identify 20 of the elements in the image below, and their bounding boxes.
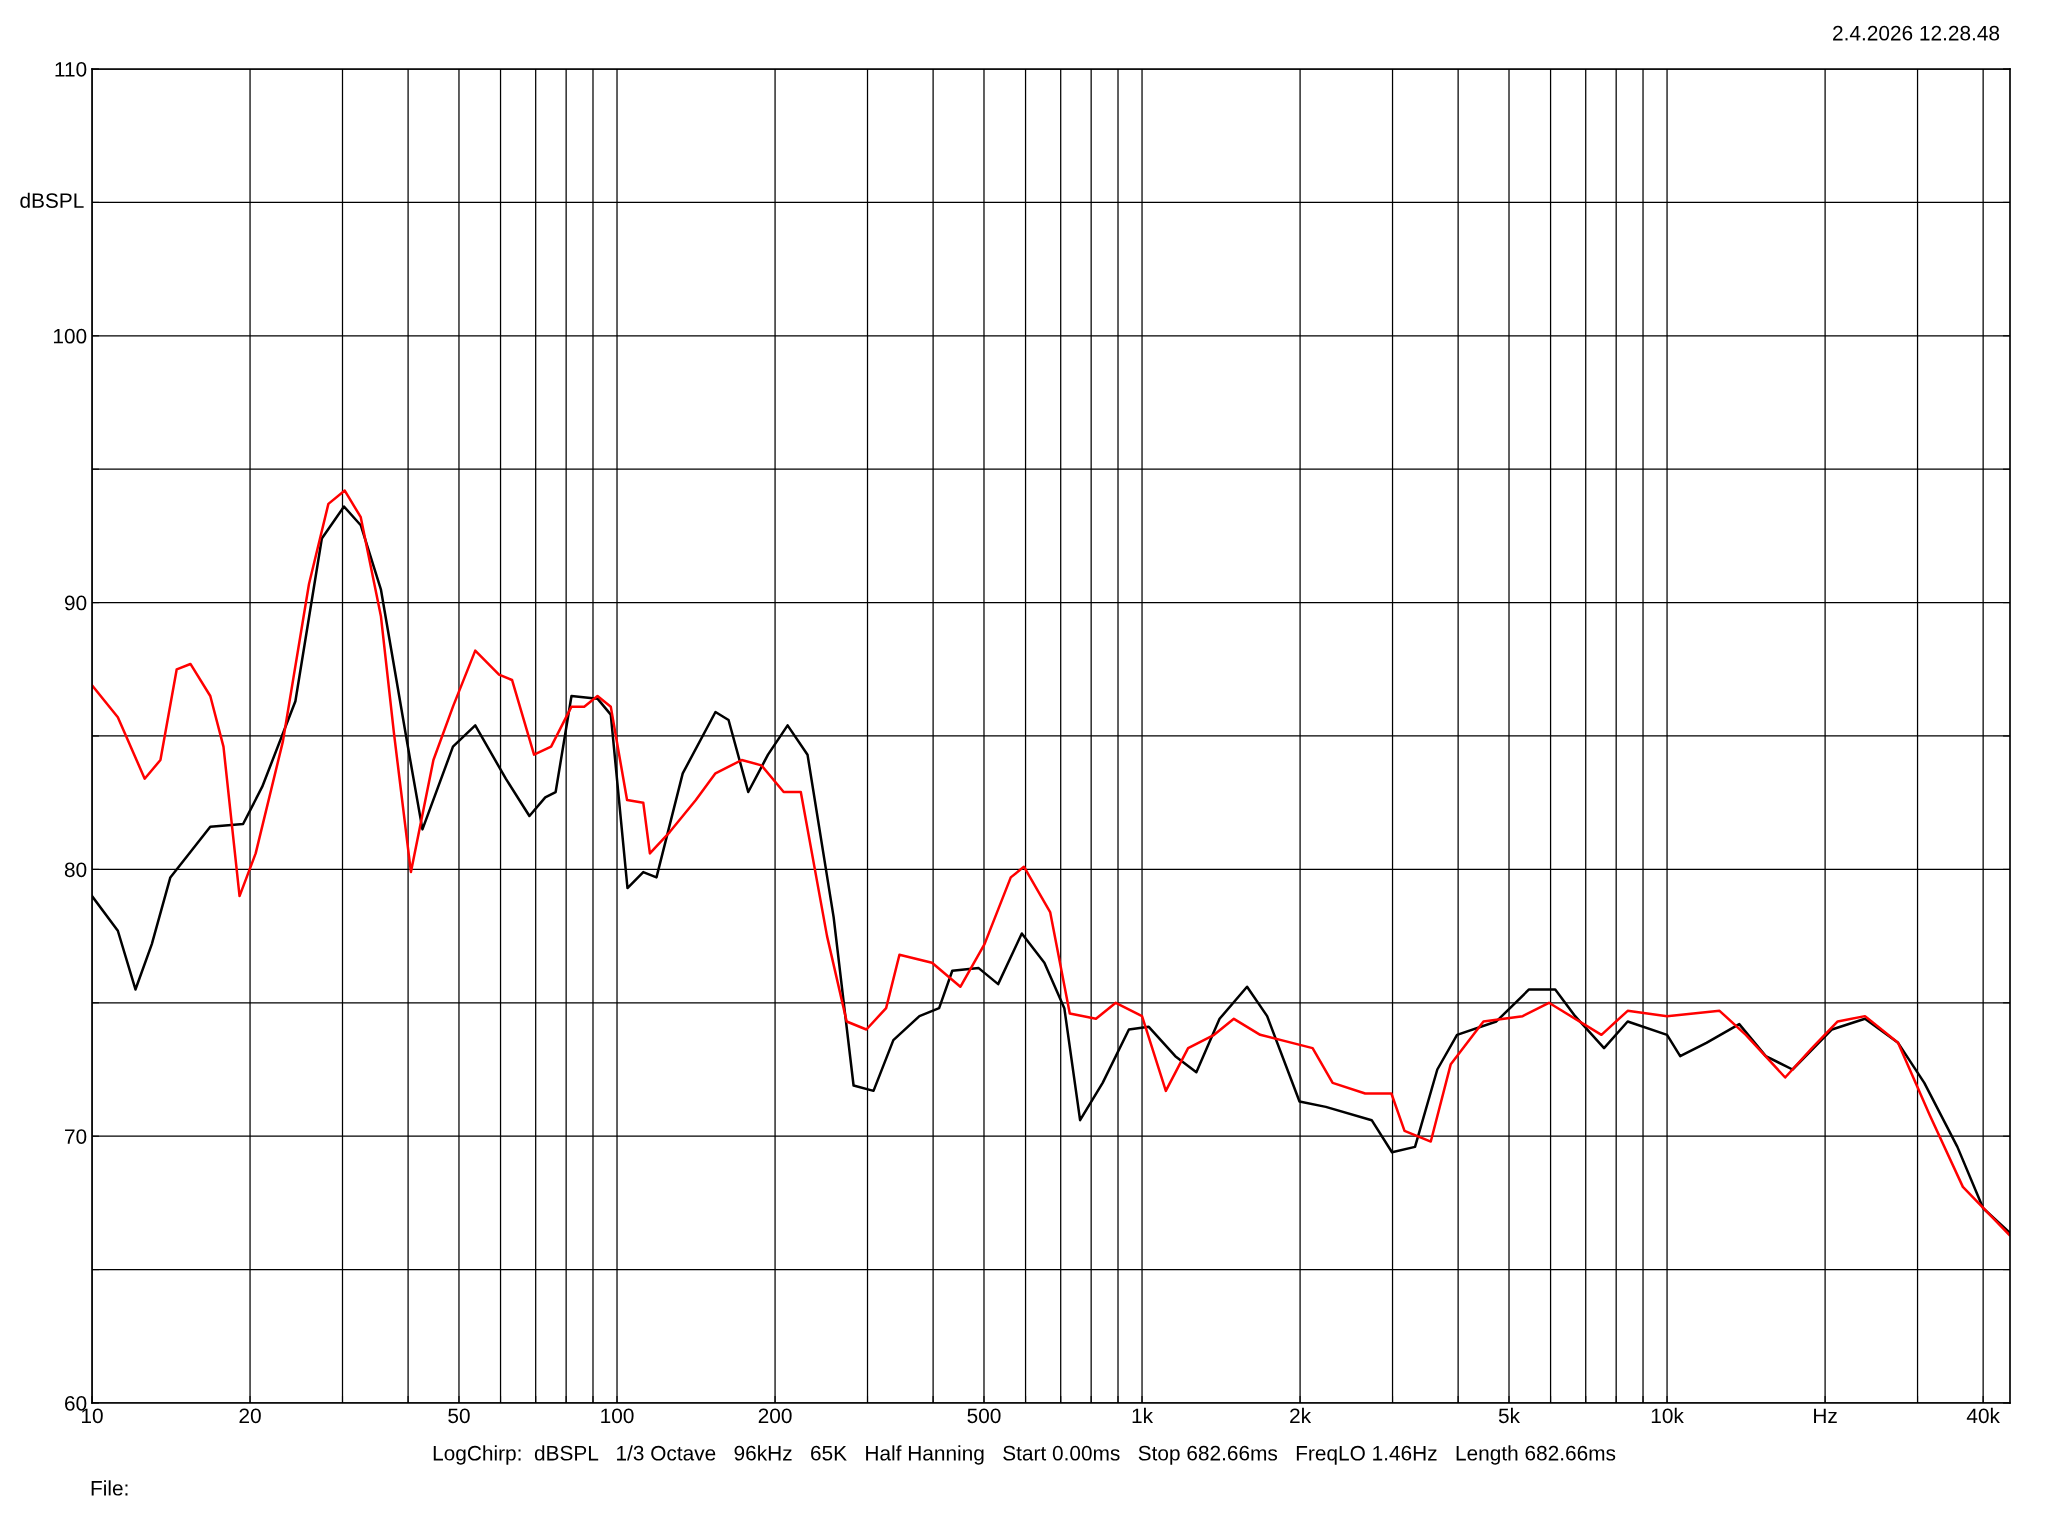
- x-tick-label: 200: [758, 1408, 792, 1424]
- y-tick-label: 100: [53, 328, 87, 344]
- x-tick-label: 20: [239, 1408, 261, 1424]
- x-tick-label: 500: [967, 1408, 1001, 1424]
- text: 2.4.2026 12.28.48: [1833, 25, 2000, 41]
- y-tick-label: 80: [64, 862, 87, 878]
- y-tick-label: 110: [55, 62, 87, 77]
- x-tick-label: Hz: [1814, 1408, 1837, 1423]
- text: LogChirp: dBSPL 1/3 Octave 96kHz 65K Half Hanning Start 0.00ms Stop 682.66ms FreqLO 1.46Hz Length 682.66ms: [433, 1445, 1616, 1465]
- x-tick-label: 50: [448, 1408, 470, 1424]
- x-tick-label: 1k: [1132, 1407, 1154, 1423]
- x-tick-label: 10k: [1651, 1407, 1684, 1424]
- y-axis-title: dBSPL: [20, 192, 84, 208]
- text: File:: [91, 1480, 128, 1496]
- y-tick-label: 70: [65, 1129, 87, 1144]
- x-tick-label: 5k: [1498, 1407, 1521, 1424]
- x-tick-label: 2k: [1290, 1407, 1312, 1423]
- x-tick-label: 40k: [1966, 1407, 2000, 1424]
- x-tick-label: 100: [601, 1408, 634, 1424]
- y-tick-label: 90: [64, 595, 87, 611]
